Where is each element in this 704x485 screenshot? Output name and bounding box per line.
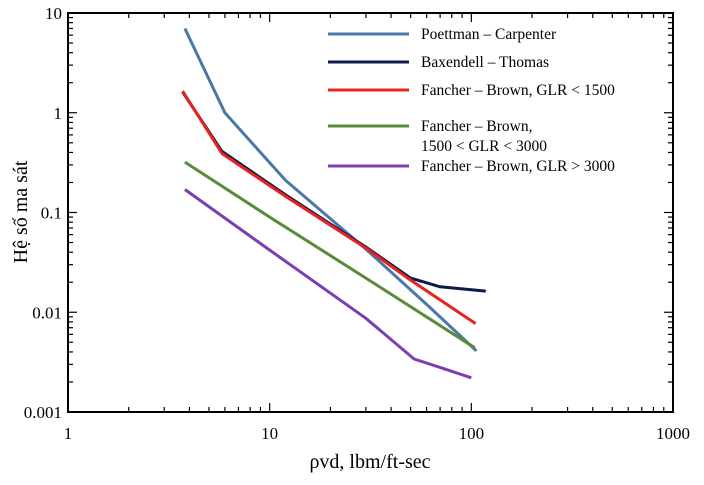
y-axis-label: Hệ số ma sát [10,160,32,263]
x-tick-label: 1000 [656,424,690,443]
legend-item-1: Poettman – Carpenter [328,26,557,43]
legend-label: Poettman – Carpenter [421,26,557,43]
legend-label: Fancher – Brown, [421,118,533,135]
x-tick-label: 10 [261,424,278,443]
y-tick-label: 0.01 [32,303,62,322]
legend: Poettman – Carpenter Baxendell – Thomas Fa… [328,26,615,175]
y-tick-label: 0.1 [41,204,62,223]
series-lines [181,27,486,380]
series-line-5 [184,188,472,380]
legend-item-3: Fancher – Brown, GLR < 1500 [328,82,615,99]
x-tick-label: 100 [459,424,485,443]
legend-label: Baxendell – Thomas [421,54,549,71]
y-tick-label: 0.001 [24,403,62,422]
legend-item-2: Baxendell – Thomas [328,54,549,71]
legend-item-5: Fancher – Brown, GLR > 3000 [328,158,615,175]
series-line-3 [181,90,477,325]
legend-item-4: Fancher – Brown, 1500 < GLR < 3000 [328,118,547,155]
y-tick-label: 10 [45,4,62,23]
plot-frame [67,12,674,413]
x-tick-label: 1 [64,424,73,443]
legend-label: Fancher – Brown, GLR < 1500 [421,82,615,99]
x-axis-label: ρvd, lbm/ft-sec [309,451,430,473]
legend-label: 1500 < GLR < 3000 [421,138,547,155]
tick-labels: 1 10 100 1000 0.001 0.01 0.1 1 10 [24,4,690,443]
legend-label: Fancher – Brown, GLR > 3000 [421,158,615,175]
axis-ticks [68,13,673,412]
series-line-4 [184,160,476,350]
series-line-1 [183,27,478,352]
y-tick-label: 1 [54,104,63,123]
